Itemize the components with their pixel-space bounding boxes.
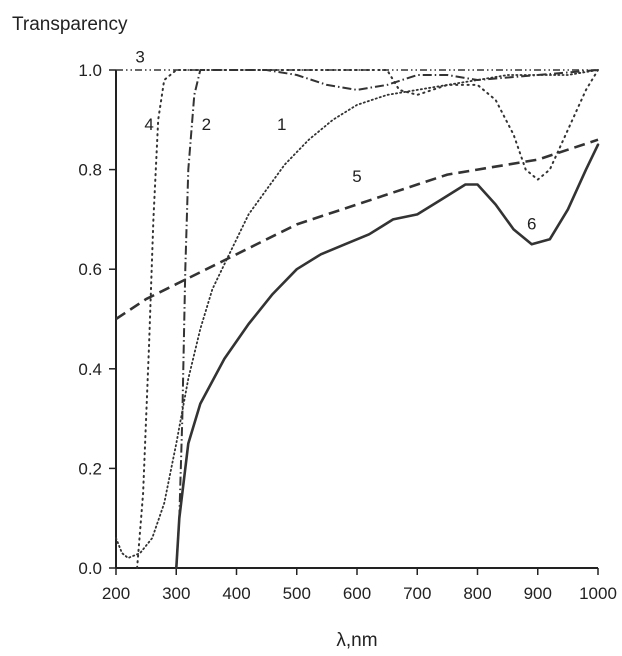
series-label-4: 4 (144, 115, 153, 134)
y-axis-title: Transparency (12, 14, 128, 35)
series-line-5 (115, 138, 599, 321)
series-label-5: 5 (352, 167, 361, 186)
x-tick-label: 600 (343, 584, 371, 603)
x-tick-label: 900 (524, 584, 552, 603)
series-line-6 (175, 143, 600, 570)
x-tick-label: 400 (222, 584, 250, 603)
series-line-4 (136, 69, 599, 569)
x-axis-title: λ,nm (336, 630, 377, 651)
y-tick-label: 0.0 (78, 559, 102, 578)
y-tick-label: 0.8 (78, 161, 102, 180)
x-tick-label: 700 (403, 584, 431, 603)
series-label-2: 2 (202, 115, 211, 134)
plot-area: 200 300 400 500 600 700 800 900 1000 0.0 0.2 0.4 0.6… (78, 48, 617, 603)
x-tick-label: 1000 (579, 584, 617, 603)
series-line-2 (175, 69, 599, 569)
y-tick-label: 1.0 (78, 61, 102, 80)
series-line-1 (115, 69, 599, 559)
y-tick-label: 0.2 (78, 459, 102, 478)
x-tick-label: 800 (463, 584, 491, 603)
x-tick-label: 500 (283, 584, 311, 603)
series-label-6: 6 (527, 214, 536, 233)
series-label-1: 1 (277, 115, 286, 134)
y-tick-label: 0.4 (78, 360, 102, 379)
series-label-3: 3 (135, 48, 144, 67)
x-tick-label: 300 (162, 584, 190, 603)
y-tick-label: 0.6 (78, 260, 102, 279)
x-tick-label: 200 (102, 584, 130, 603)
